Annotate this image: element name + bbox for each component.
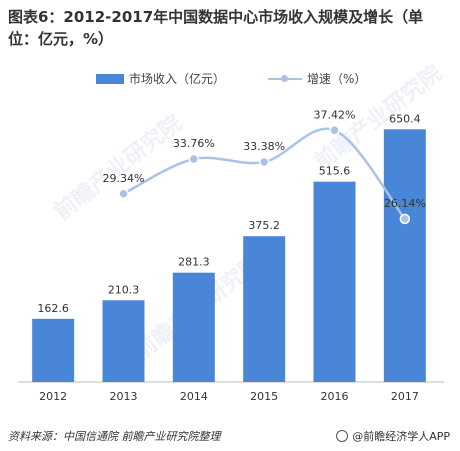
bar-value-label-2017: 650.4 — [389, 112, 421, 125]
bar-2012 — [32, 318, 75, 382]
brand-logo-icon — [336, 430, 349, 442]
source-note: 资料来源：中国信通院 前瞻产业研究院整理 — [8, 430, 221, 443]
x-tick-label-2012: 2012 — [39, 390, 67, 403]
x-tick-label-2015: 2015 — [250, 390, 278, 403]
bar-2014 — [172, 272, 215, 382]
bar-2017 — [383, 129, 426, 382]
bar-2013 — [102, 300, 145, 382]
growth-point-2016 — [329, 125, 340, 136]
bar-2016 — [313, 181, 356, 382]
growth-point-2017 — [399, 213, 411, 225]
legend-item-revenue: 市场收入（亿元） — [96, 70, 225, 87]
growth-point-2013 — [118, 188, 129, 200]
growth-label-2013: 29.34% — [103, 172, 145, 185]
legend-revenue-label: 市场收入（亿元） — [129, 72, 226, 86]
bar-value-label-2014: 281.3 — [178, 256, 210, 269]
growth-point-2015 — [258, 156, 270, 168]
legend-line-swatch — [268, 74, 302, 84]
x-tick-label-2013: 2013 — [110, 390, 138, 403]
growth-label-2015: 33.38% — [243, 140, 285, 153]
x-tick-label-2014: 2014 — [180, 390, 208, 403]
growth-label-2016: 37.42% — [314, 108, 356, 121]
chart-title: 图表6：2012-2017年中国数据中心市场收入规模及增长（单位：亿元，%） — [8, 8, 424, 48]
brand-footer: @前瞻经济学人APP — [336, 428, 450, 444]
growth-label-2017: 26.14% — [384, 197, 426, 210]
x-tick-label-2017: 2017 — [391, 390, 419, 403]
x-tick-label-2016: 2016 — [321, 390, 349, 403]
legend-item-growth: 增速（%） — [268, 70, 366, 87]
bar-2015 — [243, 236, 286, 382]
legend-growth-label: 增速（%） — [307, 72, 367, 86]
growth-point-2014 — [188, 153, 200, 165]
legend: 市场收入（亿元） 增速（%） — [0, 70, 460, 86]
bar-value-label-2016: 515.6 — [319, 165, 351, 178]
bar-value-label-2015: 375.2 — [248, 219, 280, 232]
bar-value-label-2013: 210.3 — [108, 283, 140, 296]
bar-value-label-2012: 162.6 — [37, 302, 69, 315]
legend-bar-swatch — [96, 73, 124, 84]
growth-label-2014: 33.76% — [173, 137, 215, 150]
brand-text: @前瞻经济学人APP — [352, 430, 450, 443]
